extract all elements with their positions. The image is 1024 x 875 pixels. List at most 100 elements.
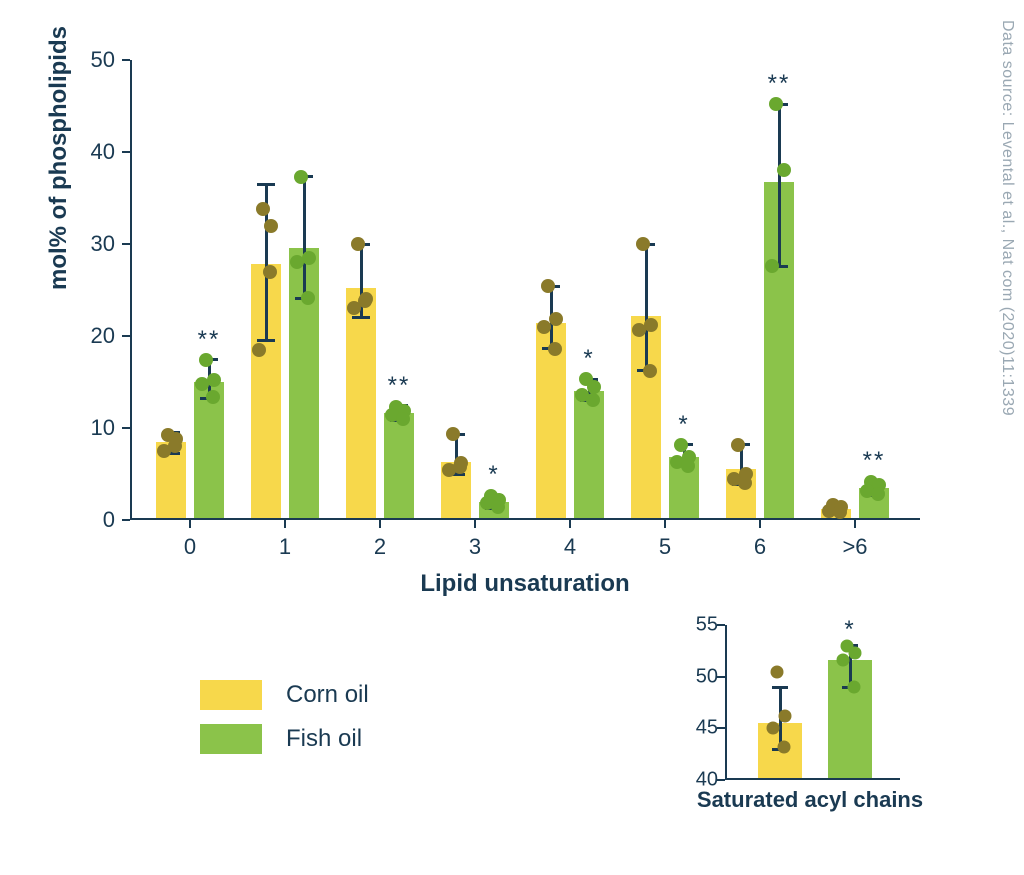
- inset-y-axis-line: [725, 625, 727, 780]
- y-tick-label: 30: [55, 231, 115, 257]
- significance-marker: **: [388, 372, 411, 400]
- data-point-corn: [738, 476, 752, 490]
- data-point-fish: [765, 259, 779, 273]
- x-tick-label: 5: [659, 534, 671, 560]
- x-tick: [664, 520, 666, 528]
- data-point-fish: [396, 412, 410, 426]
- data-point-fish: [294, 170, 308, 184]
- inset-y-tick: [717, 676, 725, 678]
- y-tick: [122, 59, 130, 61]
- x-tick: [379, 520, 381, 528]
- data-point-corn: [351, 237, 365, 251]
- data-point-corn: [263, 265, 277, 279]
- data-point-corn: [549, 312, 563, 326]
- data-point-fish: [769, 97, 783, 111]
- data-point-corn: [446, 427, 460, 441]
- data-point-corn: [264, 219, 278, 233]
- data-point-fish: [199, 353, 213, 367]
- inset-plot-area: *: [725, 625, 900, 780]
- y-tick-label: 40: [55, 139, 115, 165]
- data-point-corn: [541, 279, 555, 293]
- y-tick: [122, 427, 130, 429]
- data-point-corn: [256, 202, 270, 216]
- data-point-corn: [632, 323, 646, 337]
- main-plot-area: 0123456>6***********: [130, 60, 920, 520]
- x-tick-label: 2: [374, 534, 386, 560]
- error-cap: [352, 316, 370, 319]
- bar-fish: [574, 391, 604, 518]
- inset-y-tick: [717, 727, 725, 729]
- data-point-corn: [453, 460, 467, 474]
- y-tick: [122, 243, 130, 245]
- x-tick: [759, 520, 761, 528]
- data-point-fish: [491, 500, 505, 514]
- inset-y-tick: [717, 779, 725, 781]
- data-point-corn: [548, 342, 562, 356]
- data-point-fish: [681, 459, 695, 473]
- x-tick: [284, 520, 286, 528]
- x-tick-label: 6: [754, 534, 766, 560]
- error-bar: [645, 244, 648, 371]
- data-point-corn: [731, 438, 745, 452]
- data-point-fish: [290, 255, 304, 269]
- data-point-fish: [586, 393, 600, 407]
- x-tick-label: 0: [184, 534, 196, 560]
- data-point-fish: [587, 380, 601, 394]
- x-tick: [854, 520, 856, 528]
- main-chart: 0123456>6***********: [130, 60, 920, 520]
- inset-y-tick-label: 50: [680, 665, 718, 688]
- data-point-fish: [195, 377, 209, 391]
- y-tick-label: 10: [55, 415, 115, 441]
- inset-x-axis-line: [725, 778, 900, 780]
- x-tick: [189, 520, 191, 528]
- data-point-fish: [871, 487, 885, 501]
- x-axis-title: Lipid unsaturation: [130, 570, 920, 598]
- inset-point-fish: [837, 654, 850, 667]
- data-point-corn: [358, 294, 372, 308]
- x-tick-label: 4: [564, 534, 576, 560]
- y-tick-label: 0: [55, 507, 115, 533]
- error-cap: [257, 183, 275, 186]
- legend: Corn oil Fish oil: [200, 680, 369, 768]
- data-point-fish: [206, 390, 220, 404]
- y-tick-label: 20: [55, 323, 115, 349]
- significance-marker: **: [768, 70, 791, 98]
- data-point-fish: [777, 163, 791, 177]
- legend-label-fish: Fish oil: [286, 725, 362, 753]
- data-point-corn: [252, 343, 266, 357]
- inset-point-fish: [849, 646, 862, 659]
- inset-y-tick: [717, 624, 725, 626]
- data-point-fish: [301, 291, 315, 305]
- y-tick: [122, 519, 130, 521]
- significance-marker: *: [678, 411, 689, 439]
- x-tick-label: 1: [279, 534, 291, 560]
- data-point-corn: [168, 439, 182, 453]
- x-axis-line: [130, 518, 920, 520]
- y-tick-label: 50: [55, 47, 115, 73]
- inset-point-corn: [767, 722, 780, 735]
- inset-chart: * Saturated acyl chains 40455055: [680, 625, 910, 815]
- x-tick: [569, 520, 571, 528]
- inset-point-corn: [778, 740, 791, 753]
- y-axis-line: [130, 60, 132, 520]
- data-point-fish: [207, 373, 221, 387]
- y-tick: [122, 151, 130, 153]
- x-tick: [474, 520, 476, 528]
- x-tick-label: 3: [469, 534, 481, 560]
- error-bar: [778, 104, 781, 266]
- inset-point-corn: [771, 665, 784, 678]
- legend-item-fish: Fish oil: [200, 724, 369, 754]
- inset-point-fish: [848, 681, 861, 694]
- data-point-corn: [643, 364, 657, 378]
- legend-label-corn: Corn oil: [286, 681, 369, 709]
- chart-viewport: Data source: Levental et al., Nat com (2…: [0, 0, 1024, 875]
- data-point-fish: [674, 438, 688, 452]
- source-note: Data source: Levental et al., Nat com (2…: [998, 20, 1016, 416]
- y-tick: [122, 335, 130, 337]
- significance-marker: *: [488, 461, 499, 489]
- significance-marker: **: [198, 326, 221, 354]
- x-tick-label: >6: [842, 534, 867, 560]
- inset-y-tick-label: 45: [680, 717, 718, 740]
- legend-item-corn: Corn oil: [200, 680, 369, 710]
- error-cap: [257, 339, 275, 342]
